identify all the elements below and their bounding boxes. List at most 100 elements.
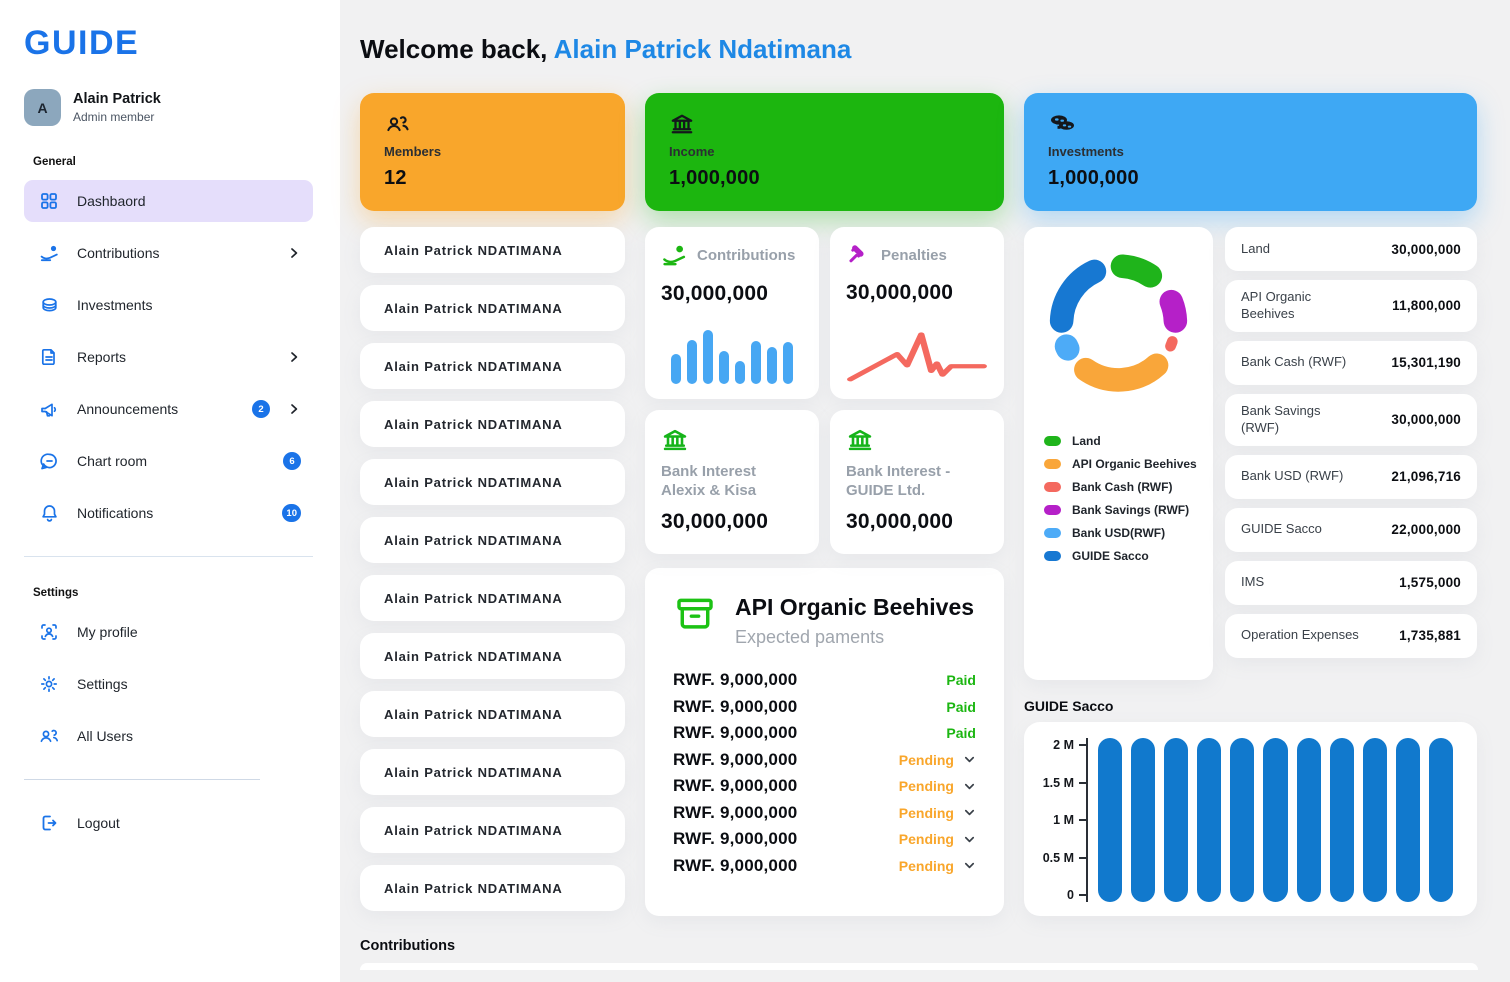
- members-icon: [384, 111, 601, 137]
- member-list-item[interactable]: Alain Patrick NDATIMANA: [360, 227, 625, 273]
- notifications-badge: 10: [282, 504, 301, 522]
- stat-value: 1,000,000: [669, 167, 760, 189]
- chevron-down-icon[interactable]: [963, 780, 976, 793]
- stat-label: Income: [669, 144, 715, 159]
- chat-icon: [38, 450, 60, 472]
- payment-row[interactable]: RWF. 9,000,000 Pending: [673, 776, 976, 796]
- sidebar-item-investments[interactable]: Investments: [24, 284, 313, 326]
- sidebar-item-notifications[interactable]: Notifications 10: [24, 492, 313, 534]
- sidebar-item-label: Chart room: [77, 453, 148, 469]
- asset-value: 30,000,000: [1391, 412, 1461, 428]
- payment-row[interactable]: RWF. 9,000,000 Pending: [673, 750, 976, 770]
- hand-coin-icon: [661, 242, 688, 269]
- sidebar-item-label: Notifications: [77, 505, 154, 521]
- payment-amount: RWF. 9,000,000: [673, 749, 798, 769]
- card-title: Bank Interest Alexix & Kisa: [661, 463, 757, 499]
- member-list-item[interactable]: Alain Patrick NDATIMANA: [360, 401, 625, 447]
- sidebar-item-settings[interactable]: Settings: [24, 663, 313, 705]
- sidebar-item-label: All Users: [77, 728, 134, 744]
- penalties-mini-chart: [847, 332, 987, 382]
- sidebar-divider: [24, 556, 313, 557]
- sidebar-item-announcements[interactable]: Announcements 2: [24, 388, 313, 430]
- sidebar-item-logout[interactable]: Logout: [24, 802, 313, 844]
- section-label-settings: Settings: [33, 587, 79, 599]
- box-icon: [673, 594, 717, 648]
- member-list-item[interactable]: Alain Patrick NDATIMANA: [360, 633, 625, 679]
- payment-status: Paid: [946, 725, 976, 741]
- payments-list: RWF. 9,000,000 Paid RWF. 9,000,000: [673, 670, 976, 876]
- payment-row[interactable]: RWF. 9,000,000 Paid: [673, 697, 976, 717]
- member-list-item[interactable]: Alain Patrick NDATIMANA: [360, 343, 625, 389]
- asset-values-list: Land 30,000,000 API Organic Beehives 11,…: [1225, 227, 1477, 680]
- welcome-text: Welcome back,: [360, 34, 548, 64]
- asset-value: 30,000,000: [1391, 241, 1461, 257]
- legend-swatch: [1044, 436, 1061, 446]
- legend-item: Bank USD(RWF): [1044, 526, 1197, 540]
- middle-column: Contributions 30,000,000 Penalties 30,00…: [645, 227, 1004, 916]
- sidebar-item-chart-room[interactable]: Chart room 6: [24, 440, 313, 482]
- sidebar-item-all-users[interactable]: All Users: [24, 715, 313, 757]
- legend-label: Land: [1072, 434, 1101, 448]
- sidebar-item-label: Contributions: [77, 245, 160, 261]
- bell-icon: [38, 502, 60, 524]
- sidebar-nav: Dashbaord Contributions Investments Repo…: [24, 180, 340, 534]
- gavel-icon: [846, 242, 872, 268]
- legend-swatch: [1044, 528, 1061, 538]
- stats-row: Members 12 Income 1,000,000 Investments …: [360, 93, 1478, 211]
- member-list-item[interactable]: Alain Patrick NDATIMANA: [360, 749, 625, 795]
- payment-amount: RWF. 9,000,000: [673, 723, 798, 742]
- member-list-item[interactable]: Alain Patrick NDATIMANA: [360, 807, 625, 853]
- sidebar-item-contributions[interactable]: Contributions: [24, 232, 313, 274]
- payment-row[interactable]: RWF. 9,000,000 Paid: [673, 723, 976, 743]
- chevron-down-icon[interactable]: [963, 806, 976, 819]
- coins-icon: [38, 294, 60, 316]
- stat-card-income: Income 1,000,000: [645, 93, 1004, 211]
- payment-amount: RWF. 9,000,000: [673, 696, 798, 716]
- megaphone-icon: [38, 398, 60, 420]
- legend-label: GUIDE Sacco: [1072, 549, 1149, 563]
- main-content: Welcome back, Alain Patrick Ndatimana Me…: [340, 0, 1510, 982]
- chevron-down-icon[interactable]: [963, 833, 976, 846]
- hand-coin-icon: [38, 242, 60, 264]
- member-list-item[interactable]: Alain Patrick NDATIMANA: [360, 691, 625, 737]
- payment-amount: RWF. 9,000,000: [673, 670, 798, 689]
- sidebar-item-label: Dashbaord: [77, 193, 146, 209]
- chevron-right-icon: [287, 246, 301, 260]
- coins-stack-icon: [1048, 111, 1453, 137]
- payment-status: Pending: [898, 831, 954, 847]
- payment-status: Paid: [946, 672, 976, 688]
- bank-icon: [669, 111, 980, 137]
- payment-row[interactable]: RWF. 9,000,000 Pending: [673, 856, 976, 876]
- asset-value: 22,000,000: [1391, 522, 1461, 538]
- legend-swatch: [1044, 459, 1061, 469]
- legend-label: Bank USD(RWF): [1072, 526, 1166, 540]
- asset-value-row: Bank Cash (RWF) 15,301,190: [1225, 340, 1477, 385]
- members-list: Alain Patrick NDATIMANA Alain Patrick ND…: [360, 227, 625, 911]
- document-icon: [38, 346, 60, 368]
- bank-icon: [661, 426, 803, 454]
- welcome-user-name: Alain Patrick Ndatimana: [553, 34, 852, 64]
- chevron-down-icon[interactable]: [963, 859, 976, 872]
- logout-icon: [38, 812, 60, 834]
- stat-card-investments: Investments 1,000,000: [1024, 93, 1477, 211]
- member-list-item[interactable]: Alain Patrick NDATIMANA: [360, 575, 625, 621]
- member-list-item[interactable]: Alain Patrick NDATIMANA: [360, 517, 625, 563]
- asset-value-row: IMS 1,575,000: [1225, 560, 1477, 605]
- payment-status: Pending: [898, 857, 954, 874]
- app-logo: GUIDE: [24, 24, 140, 62]
- sidebar-item-dashboard[interactable]: Dashbaord: [24, 180, 313, 222]
- chevron-down-icon[interactable]: [963, 753, 976, 766]
- sidebar-item-my-profile[interactable]: My profile: [24, 611, 313, 653]
- penalties-card: Penalties 30,000,000: [830, 227, 1004, 399]
- sidebar-item-reports[interactable]: Reports: [24, 336, 313, 378]
- allocation-legend: Land API Organic Beehives Bank Cash (RWF…: [1040, 434, 1197, 563]
- member-list-item[interactable]: Alain Patrick NDATIMANA: [360, 865, 625, 911]
- payment-row[interactable]: RWF. 9,000,000 Pending: [673, 803, 976, 823]
- member-list-item[interactable]: Alain Patrick NDATIMANA: [360, 459, 625, 505]
- member-list-item[interactable]: Alain Patrick NDATIMANA: [360, 285, 625, 331]
- payment-row[interactable]: RWF. 9,000,000 Pending: [673, 829, 976, 849]
- payment-row[interactable]: RWF. 9,000,000 Paid: [673, 670, 976, 690]
- payment-status: Pending: [898, 778, 954, 794]
- asset-label: API Organic Beehives: [1241, 289, 1312, 321]
- contributions-card: Contributions 30,000,000: [645, 227, 819, 399]
